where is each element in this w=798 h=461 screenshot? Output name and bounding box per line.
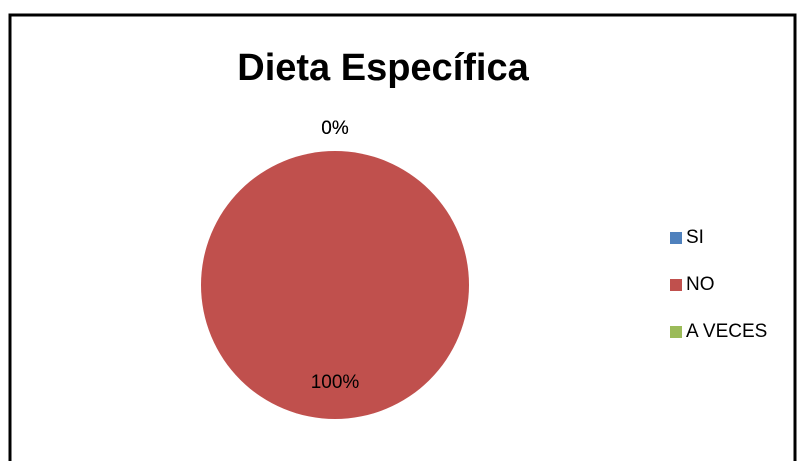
data-label: 0% bbox=[321, 118, 349, 139]
legend-label: A VECES bbox=[686, 321, 767, 342]
legend-label: SI bbox=[686, 227, 704, 248]
legend-swatch bbox=[670, 326, 682, 338]
data-label: 100% bbox=[311, 372, 360, 393]
chart-title: Dieta Específica bbox=[237, 47, 529, 89]
pie-slice bbox=[201, 151, 469, 419]
legend-swatch bbox=[670, 279, 682, 291]
legend-swatch bbox=[670, 232, 682, 244]
data-label: 0% bbox=[321, 118, 349, 139]
legend-label: NO bbox=[686, 274, 715, 295]
